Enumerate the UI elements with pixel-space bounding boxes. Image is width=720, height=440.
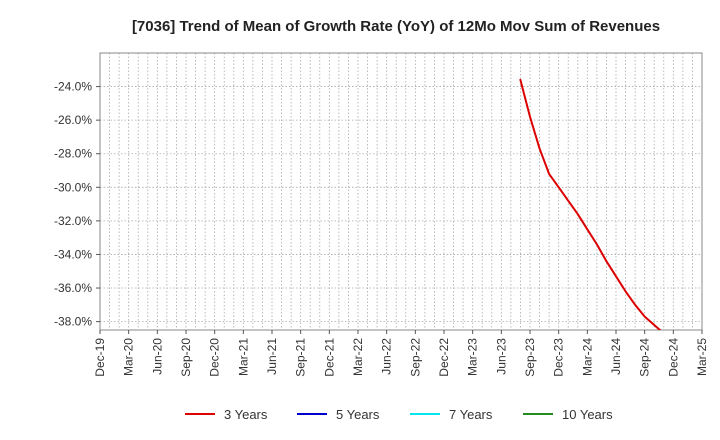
- x-tick-label: Dec-19: [93, 338, 107, 377]
- x-tick-label: Mar-20: [122, 338, 136, 376]
- y-axis: -24.0% -26.0% -28.0% -30.0% -32.0% -34.0% -36.…: [54, 80, 100, 329]
- legend: 3 Years 5 Years 7 Years 10 Years: [185, 407, 613, 422]
- x-tick-label: Jun-23: [494, 338, 508, 375]
- x-tick-label: Mar-21: [236, 338, 250, 376]
- x-tick-label: Sep-23: [523, 338, 537, 377]
- x-tick-label: Dec-23: [552, 338, 566, 377]
- y-tick-label: -34.0%: [54, 247, 92, 261]
- x-tick-label: Dec-20: [208, 338, 222, 377]
- x-tick-label: Dec-21: [322, 338, 336, 377]
- x-tick-label: Dec-24: [666, 338, 680, 377]
- legend-label: 10 Years: [562, 407, 613, 422]
- legend-label: 7 Years: [449, 407, 493, 422]
- plot-frame: [99, 52, 703, 331]
- x-tick-label: Sep-24: [638, 338, 652, 377]
- x-tick-label: Jun-21: [265, 338, 279, 375]
- y-tick-label: -28.0%: [54, 147, 92, 161]
- chart-title: [7036] Trend of Mean of Growth Rate (YoY…: [132, 18, 660, 35]
- y-tick-label: -30.0%: [54, 180, 92, 194]
- x-axis: Dec-19 Mar-20 Jun-20 Sep-20 Dec-20 Mar-21 Jun-…: [93, 330, 709, 377]
- legend-label: 5 Years: [336, 407, 380, 422]
- x-tick-label: Jun-22: [380, 338, 394, 375]
- x-tick-label: Mar-25: [695, 338, 709, 376]
- y-tick-label: -36.0%: [54, 281, 92, 295]
- series-layer: [519, 78, 662, 330]
- y-tick-label: -32.0%: [54, 214, 92, 228]
- x-tick-label: Dec-22: [437, 338, 451, 377]
- y-tick-label: -26.0%: [54, 113, 92, 127]
- x-tick-label: Mar-23: [466, 338, 480, 376]
- legend-label: 3 Years: [224, 407, 268, 422]
- x-tick-label: Jun-20: [150, 338, 164, 375]
- x-tick-label: Sep-20: [179, 338, 193, 377]
- x-tick-label: Sep-22: [408, 338, 422, 377]
- y-tick-label: -24.0%: [54, 80, 92, 94]
- x-tick-label: Jun-24: [609, 338, 623, 375]
- x-tick-label: Mar-22: [351, 338, 365, 376]
- series-line-3-years: [519, 78, 662, 330]
- x-tick-label: Sep-21: [294, 338, 308, 377]
- y-tick-label: -38.0%: [54, 315, 92, 329]
- x-tick-label: Mar-24: [580, 338, 594, 376]
- grid: [100, 53, 702, 330]
